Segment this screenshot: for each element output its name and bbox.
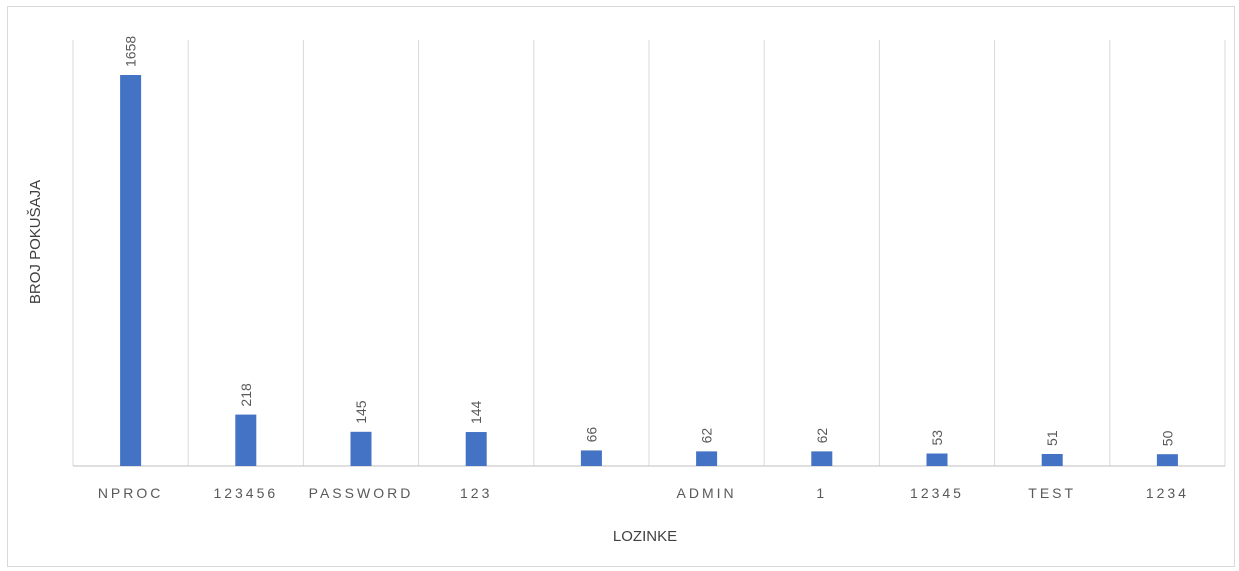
data-label: 51 xyxy=(1044,430,1060,446)
bar xyxy=(811,451,833,466)
data-label: 144 xyxy=(468,400,484,424)
y-axis-title: BROJ POKUŠAJA xyxy=(27,180,44,304)
x-tick-label: 123 xyxy=(460,485,492,501)
bar xyxy=(696,451,718,466)
x-tick-label: 1234 xyxy=(1146,485,1189,501)
gridlines xyxy=(72,40,1226,467)
data-label: 53 xyxy=(929,430,945,446)
data-labels: 1658 218 145 144 66 62 62 53 51 50 xyxy=(123,36,1176,447)
x-tick-label: ADMIN xyxy=(677,485,737,501)
chart-frame xyxy=(7,6,1235,567)
bar xyxy=(120,75,142,466)
x-tick-labels: NPROC 123456 PASSWORD 123 ADMIN 1 12345 TEST 123… xyxy=(98,485,1189,501)
bar xyxy=(1041,453,1063,466)
data-label: 1658 xyxy=(123,36,139,67)
x-axis-title: LOZINKE xyxy=(613,528,677,545)
x-tick-label: 12345 xyxy=(910,485,964,501)
bar xyxy=(350,431,372,466)
x-tick-label: 1 xyxy=(816,485,827,501)
bar xyxy=(235,414,257,466)
data-label: 62 xyxy=(699,428,715,444)
data-label: 66 xyxy=(583,427,599,443)
x-tick-label: NPROC xyxy=(98,485,164,501)
bar xyxy=(1156,454,1178,466)
data-label: 145 xyxy=(353,400,369,424)
x-tick-label: PASSWORD xyxy=(309,485,414,501)
bars xyxy=(120,75,1178,466)
x-tick-label: TEST xyxy=(1028,485,1076,501)
data-label: 50 xyxy=(1159,430,1175,446)
data-label: 218 xyxy=(238,383,254,407)
bar xyxy=(580,450,602,466)
bar xyxy=(926,453,948,466)
data-label: 62 xyxy=(814,428,830,444)
bar xyxy=(465,432,487,466)
x-tick-label: 123456 xyxy=(213,485,278,501)
